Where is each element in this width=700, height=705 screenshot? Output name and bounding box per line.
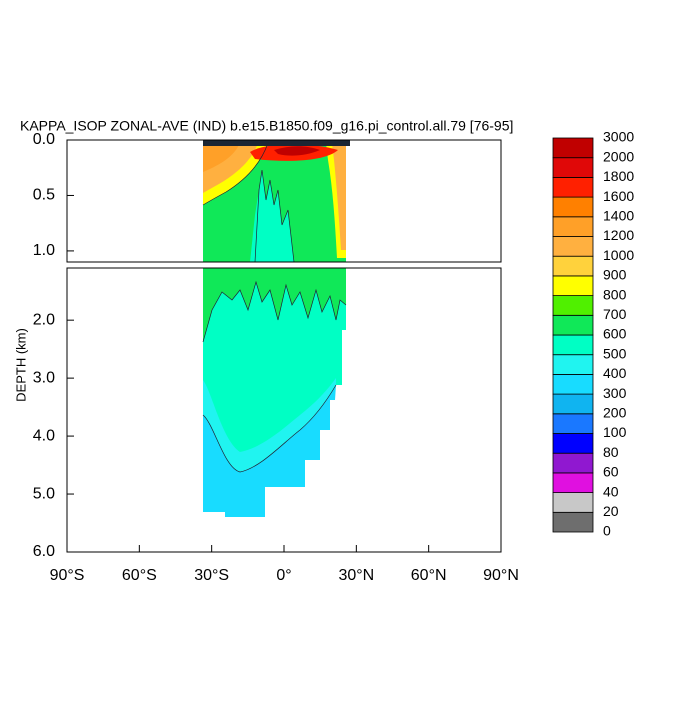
colorbar-box	[552, 196, 594, 218]
colorbar-label: 600	[603, 326, 627, 342]
contour-region	[203, 378, 336, 472]
colorbar-box	[552, 216, 594, 237]
y-tick-label: 1.0	[33, 242, 55, 259]
colorbar-box	[552, 334, 594, 356]
contour-region	[203, 385, 336, 517]
contour-region	[203, 143, 240, 172]
panel-frame	[66, 139, 502, 263]
y-tick-label: 3.0	[33, 369, 55, 386]
colorbar-label: 3000	[603, 129, 634, 145]
colorbar-box	[552, 393, 594, 415]
colorbar-label: 700	[603, 306, 627, 322]
colorbar-label: 200	[603, 405, 627, 421]
upper-field	[202, 140, 350, 262]
chart-title: KAPPA_ISOP ZONAL-AVE (IND) b.e15.B1850.f…	[20, 118, 513, 134]
colorbar-label: 1000	[603, 247, 634, 263]
x-tick-label: 30°S	[194, 567, 229, 584]
colorbar-box	[552, 354, 594, 375]
contour-region	[203, 268, 346, 342]
colorbar-label: 1600	[603, 188, 634, 204]
contour-region	[250, 170, 294, 262]
contour-line	[254, 169, 295, 262]
colorbar-label: 300	[603, 385, 627, 401]
colorbar-box	[552, 413, 594, 434]
contour-region	[274, 146, 320, 156]
x-tick-label: 90°N	[483, 567, 519, 584]
colorbar-label: 40	[603, 483, 619, 499]
colorbar-box	[552, 255, 594, 277]
colorbar-box	[552, 176, 594, 198]
colorbar-box	[552, 137, 594, 159]
colorbar-box	[552, 295, 594, 316]
colorbar-box	[552, 452, 594, 474]
surface-lines	[203, 140, 350, 146]
colorbar-label: 400	[603, 365, 627, 381]
y-tick-label: 5.0	[33, 485, 55, 502]
colorbar-box	[552, 373, 594, 395]
colorbar-box	[552, 314, 594, 336]
x-tick-label: 0°	[276, 567, 291, 584]
colorbar-label: 0	[603, 523, 611, 539]
colorbar-label: 80	[603, 444, 619, 460]
contour-line	[202, 280, 347, 343]
colorbar-label: 1400	[603, 208, 634, 224]
colorbar-box	[552, 433, 594, 454]
colorbar-box	[552, 492, 594, 513]
x-tick-label: 30°N	[338, 567, 374, 584]
x-tick-label: 60°N	[411, 567, 447, 584]
colorbar-label: 100	[603, 424, 627, 440]
colorbar-box	[552, 236, 594, 257]
colorbar-box	[552, 472, 594, 493]
colorbar-label: 2000	[603, 148, 634, 164]
colorbar-label: 500	[603, 345, 627, 361]
colorbar-box	[552, 511, 594, 533]
contour-line	[202, 142, 269, 206]
x-tick-label: 90°S	[50, 567, 85, 584]
colorbar-label: 20	[603, 503, 619, 519]
colorbar-label: 900	[603, 267, 627, 283]
x-tick-label: 60°S	[122, 567, 157, 584]
colorbar-box	[552, 275, 594, 296]
y-tick-label: 6.0	[33, 543, 55, 560]
contour-line	[202, 384, 337, 473]
y-tick-label: 2.0	[33, 311, 55, 328]
colorbar-label: 1200	[603, 227, 634, 243]
contour-region	[332, 143, 346, 250]
colorbar-label: 800	[603, 286, 627, 302]
colorbar-label: 60	[603, 464, 619, 480]
y-tick-label: 0.0	[33, 131, 55, 148]
colorbar-label: 1800	[603, 168, 634, 184]
y-tick-label: 0.5	[33, 187, 55, 204]
colorbar-box	[552, 157, 594, 178]
lower-field	[202, 268, 347, 517]
y-axis-label: DEPTH (km)	[13, 328, 28, 402]
y-tick-label: 4.0	[33, 427, 55, 444]
